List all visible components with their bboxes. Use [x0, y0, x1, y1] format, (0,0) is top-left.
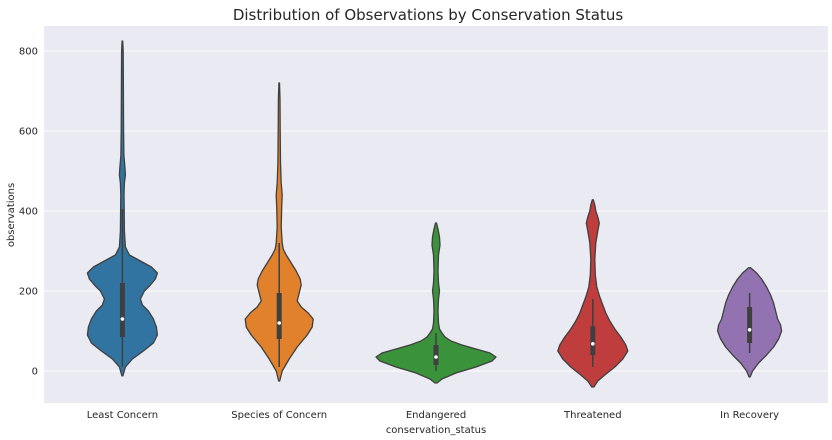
violin-median [434, 355, 438, 359]
y-tick-labels: 0 200 400 600 800 [19, 47, 38, 378]
violin-median [591, 342, 595, 346]
violins [86, 40, 783, 388]
x-axis-label: conservation_status [386, 425, 486, 436]
x-tick-label: Threatened [563, 410, 622, 421]
y-tick-label: 200 [19, 287, 38, 298]
chart-title: Distribution of Observations by Conserva… [233, 6, 624, 24]
y-tick-label: 800 [19, 47, 38, 58]
violin-body [86, 40, 159, 377]
violin-in-recovery [716, 267, 783, 378]
violin-body [375, 222, 497, 384]
x-tick-label: Least Concern [87, 410, 158, 421]
x-tick-label: In Recovery [720, 410, 779, 421]
violin-body [244, 82, 314, 382]
x-tick-labels: Least Concern Species of Concern Endangere… [87, 410, 779, 421]
y-tick-label: 0 [32, 367, 38, 378]
violin-median [747, 328, 752, 332]
violin-threatened [557, 199, 629, 388]
violin-endangered [375, 222, 497, 384]
violin-median [120, 317, 125, 321]
y-axis-label: observations [6, 183, 17, 247]
violin-median [277, 321, 282, 325]
y-tick-label: 600 [19, 127, 38, 138]
violin-species-of-concern [244, 82, 314, 382]
x-tick-label: Species of Concern [231, 410, 327, 421]
x-tick-label: Endangered [406, 410, 466, 421]
violin-body [557, 199, 629, 388]
violin-least-concern [86, 40, 159, 377]
y-tick-label: 400 [19, 207, 38, 218]
